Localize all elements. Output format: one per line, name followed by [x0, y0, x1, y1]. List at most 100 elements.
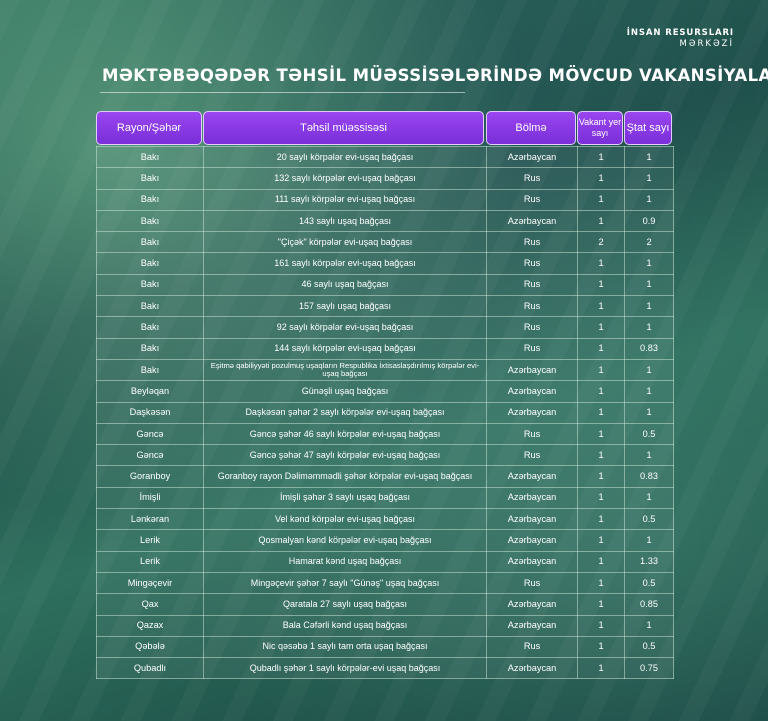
table-row: Beyləqan Günəşli uşaq bağçası Azərbaycan 1 1 [96, 380, 674, 403]
cell-region: Qəbələ [96, 635, 204, 659]
cell-institution: 144 saylı körpələr evi-uşaq bağçası [203, 337, 487, 360]
cell-staff-count: 1 [624, 188, 674, 211]
cell-institution: Hamarat kənd uşaq bağçası [203, 550, 487, 573]
cell-region: İmişli [96, 486, 204, 510]
cell-staff-count: 0.5 [624, 422, 674, 446]
cell-region: Bakı [96, 209, 204, 233]
vacancy-table: Bakı 20 saylı körpələr evi-uşaq bağçası Az… [96, 145, 674, 680]
cell-region: Qax [96, 593, 204, 616]
cell-section: Azərbaycan [486, 465, 578, 488]
cell-section: Rus [486, 337, 578, 360]
cell-institution: Eşitmə qabiliyyəti pozulmuş uşaqların Re… [203, 358, 487, 382]
cell-institution: Goranboy rayon Dəliməmmədli şəhər körpəl… [203, 465, 487, 488]
cell-institution: 157 saylı uşaq bağçası [203, 295, 487, 318]
brand-line-2: MƏRKƏZİ [679, 39, 734, 49]
cell-institution: Qosmalyan kənd körpələr evi-uşaq bağçası [203, 529, 487, 552]
cell-institution: Qubadlı şəhər 1 saylı körpələr-evi uşaq … [203, 657, 487, 680]
cell-staff-count: 1 [624, 167, 674, 190]
cell-institution: Bala Cəfərli kənd uşaq bağçası [203, 614, 487, 637]
table-row: Bakı 157 saylı uşaq bağçası Rus 1 1 [96, 295, 674, 318]
cell-staff-count: 0.5 [624, 635, 674, 659]
cell-vacant-count: 1 [577, 337, 625, 360]
cell-staff-count: 0.75 [624, 657, 674, 680]
table-row: Bakı 144 saylı körpələr evi-uşaq bağçası R… [96, 337, 674, 360]
cell-region: Qubadlı [96, 657, 204, 680]
cell-staff-count: 0.85 [624, 593, 674, 616]
table-row: Lerik Hamarat kənd uşaq bağçası Azərbaycan… [96, 550, 674, 573]
page-title: MƏKTƏBƏQƏDƏR TƏHSİL MÜƏSSİSƏLƏRİNDƏ MÖVC… [102, 66, 768, 85]
cell-region: Bakı [96, 358, 204, 382]
cell-staff-count: 1 [624, 316, 674, 339]
table-row: Qəbələ Nic qəsəbə 1 saylı tam orta uşaq b… [96, 635, 674, 659]
table-row: Bakı Eşitmə qabiliyyəti pozulmuş uşaqları… [96, 358, 674, 382]
cell-section: Rus [486, 252, 578, 275]
cell-region: Bakı [96, 252, 204, 275]
cell-vacant-count: 1 [577, 529, 625, 552]
cell-vacant-count: 1 [577, 508, 625, 531]
cell-institution: 46 saylı uşaq bağçası [203, 273, 487, 297]
table-row: Bakı 132 saylı körpələr evi-uşaq bağçası R… [96, 167, 674, 190]
table-row: İmişli İmişli şəhər 3 saylı uşaq bağçası A… [96, 486, 674, 510]
cell-vacant-count: 1 [577, 252, 625, 275]
cell-section: Azərbaycan [486, 593, 578, 616]
cell-vacant-count: 1 [577, 571, 625, 595]
table-row: Qazax Bala Cəfərli kənd uşaq bağçası Azərb… [96, 614, 674, 637]
cell-region: Gəncə [96, 444, 204, 467]
cell-section: Azərbaycan [486, 358, 578, 382]
cell-section: Azərbaycan [486, 486, 578, 510]
cell-section: Azərbaycan [486, 550, 578, 573]
cell-staff-count: 0.9 [624, 209, 674, 233]
cell-institution: 111 saylı körpələr evi-uşaq bağçası [203, 188, 487, 211]
cell-vacant-count: 1 [577, 444, 625, 467]
cell-staff-count: 1 [624, 252, 674, 275]
cell-institution: 132 saylı körpələr evi-uşaq bağçası [203, 167, 487, 190]
cell-vacant-count: 1 [577, 593, 625, 616]
cell-region: Bakı [96, 145, 204, 169]
cell-region: Lənkəran [96, 508, 204, 531]
cell-staff-count: 1.33 [624, 550, 674, 573]
cell-region: Gəncə [96, 422, 204, 446]
table-row: Bakı 143 saylı uşaq bağçası Azərbaycan 1 0.9 [96, 209, 674, 233]
cell-institution: 92 saylı körpələr evi-uşaq bağçası [203, 316, 487, 339]
cell-section: Azərbaycan [486, 209, 578, 233]
cell-institution: "Çiçək" körpələr evi-uşaq bağçası [203, 231, 487, 254]
table-row: Lənkəran Vel kənd körpələr evi-uşaq bağça… [96, 508, 674, 531]
cell-institution: Nic qəsəbə 1 saylı tam orta uşaq bağçası [203, 635, 487, 659]
cell-section: Rus [486, 273, 578, 297]
cell-section: Rus [486, 571, 578, 595]
table-row: Bakı 20 saylı körpələr evi-uşaq bağçası Az… [96, 145, 674, 169]
cell-staff-count: 1 [624, 358, 674, 382]
cell-vacant-count: 1 [577, 273, 625, 297]
cell-section: Rus [486, 231, 578, 254]
header-region: Rayon/Şəhər [96, 111, 202, 145]
cell-region: Bakı [96, 337, 204, 360]
cell-region: Bakı [96, 273, 204, 297]
cell-institution: Vel kənd körpələr evi-uşaq bağçası [203, 508, 487, 531]
brand-logo: İNSAN RESURSLARI MƏRKƏZİ [627, 28, 734, 50]
cell-section: Rus [486, 188, 578, 211]
cell-region: Bakı [96, 231, 204, 254]
vacancy-table-body: Bakı 20 saylı körpələr evi-uşaq bağçası Az… [96, 145, 674, 680]
table-row: Qax Qaratala 27 saylı uşaq bağçası Azərbay… [96, 593, 674, 616]
table-row: Daşkəsən Daşkəsən şəhər 2 saylı körpələr … [96, 401, 674, 424]
cell-region: Lerik [96, 529, 204, 552]
cell-staff-count: 1 [624, 145, 674, 169]
cell-staff-count: 1 [624, 295, 674, 318]
cell-vacant-count: 1 [577, 188, 625, 211]
brand-line-1: İNSAN RESURSLARI [626, 28, 734, 38]
cell-staff-count: 0.83 [624, 337, 674, 360]
table-row: Goranboy Goranboy rayon Dəliməmmədli şəhə… [96, 465, 674, 488]
table-row: Gəncə Gəncə şəhər 46 saylı körpələr evi-u… [96, 422, 674, 446]
cell-vacant-count: 1 [577, 167, 625, 190]
cell-staff-count: 1 [624, 401, 674, 424]
cell-institution: 20 saylı körpələr evi-uşaq bağçası [203, 145, 487, 169]
cell-vacant-count: 1 [577, 465, 625, 488]
cell-vacant-count: 1 [577, 358, 625, 382]
cell-section: Rus [486, 444, 578, 467]
header-institution: Təhsil müəssisəsi [203, 111, 484, 145]
cell-section: Rus [486, 422, 578, 446]
cell-staff-count: 0.83 [624, 465, 674, 488]
cell-staff-count: 1 [624, 444, 674, 467]
cell-section: Azərbaycan [486, 380, 578, 403]
cell-section: Azərbaycan [486, 401, 578, 424]
